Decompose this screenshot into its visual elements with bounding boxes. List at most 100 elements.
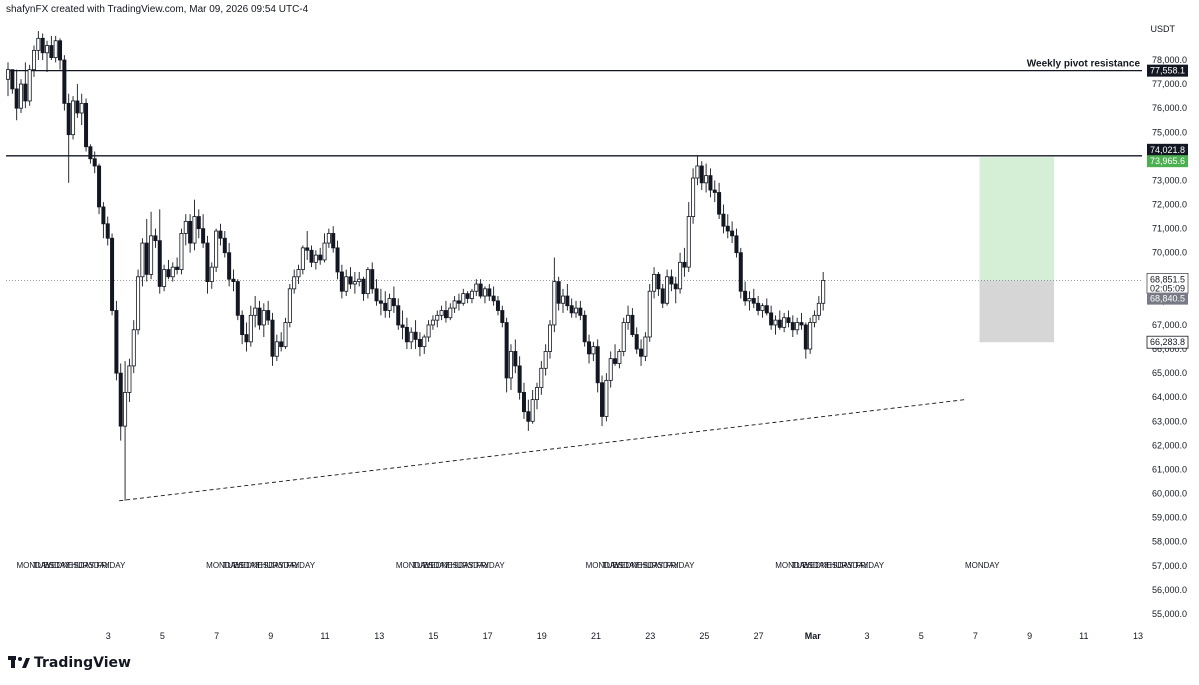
candle[interactable] [574, 300, 579, 318]
candle[interactable] [248, 305, 253, 347]
candle[interactable] [782, 312, 787, 333]
candle[interactable] [465, 291, 470, 304]
candle[interactable] [257, 300, 262, 330]
candle[interactable] [504, 317, 509, 393]
candle[interactable] [478, 279, 483, 299]
candle[interactable] [344, 269, 349, 297]
candle[interactable] [400, 310, 405, 340]
candle[interactable] [231, 269, 236, 292]
candle[interactable] [88, 144, 93, 164]
candle[interactable] [270, 312, 275, 366]
candle[interactable] [170, 262, 175, 282]
candle[interactable] [686, 202, 691, 272]
candle[interactable] [669, 269, 674, 292]
candle[interactable] [144, 218, 149, 282]
target-zone[interactable] [979, 157, 1055, 281]
candle[interactable] [604, 373, 609, 422]
candle[interactable] [326, 228, 331, 248]
candle[interactable] [682, 247, 687, 277]
candle[interactable] [816, 296, 821, 321]
candle[interactable] [500, 305, 505, 328]
candle[interactable] [101, 202, 106, 239]
candle[interactable] [105, 216, 110, 246]
candle[interactable] [283, 317, 288, 350]
candle[interactable] [222, 231, 227, 258]
candle[interactable] [23, 62, 28, 109]
candle[interactable] [192, 199, 197, 251]
candle[interactable] [656, 271, 661, 297]
candle[interactable] [387, 293, 392, 318]
candle[interactable] [769, 305, 774, 330]
candle[interactable] [66, 93, 71, 183]
candle[interactable] [261, 303, 266, 337]
candle[interactable] [561, 288, 566, 313]
candle[interactable] [279, 332, 284, 352]
candle[interactable] [235, 279, 240, 321]
candle[interactable] [166, 259, 171, 280]
candle[interactable] [318, 247, 323, 265]
candle[interactable] [548, 320, 553, 359]
candle[interactable] [808, 317, 813, 354]
candle[interactable] [513, 339, 518, 374]
candle[interactable] [183, 214, 188, 246]
candle[interactable] [417, 332, 422, 357]
candle[interactable] [691, 168, 696, 224]
candle[interactable] [114, 300, 119, 381]
candle[interactable] [617, 349, 622, 369]
candle[interactable] [660, 284, 665, 309]
candle[interactable] [75, 84, 80, 118]
candle[interactable] [747, 291, 752, 311]
candle[interactable] [790, 315, 795, 337]
ascending-trendline[interactable] [119, 399, 965, 502]
candle[interactable] [391, 286, 396, 313]
candle[interactable] [786, 310, 791, 328]
candle[interactable] [309, 245, 314, 268]
candle[interactable] [699, 161, 704, 191]
candle[interactable] [469, 288, 474, 304]
candle[interactable] [409, 327, 414, 350]
candle[interactable] [435, 310, 440, 328]
candle[interactable] [14, 69, 19, 121]
candle[interactable] [821, 271, 826, 311]
candle[interactable] [292, 269, 297, 294]
candle[interactable] [274, 334, 279, 362]
candle[interactable] [487, 284, 492, 301]
candle[interactable] [45, 40, 50, 73]
candle[interactable] [556, 276, 561, 311]
candle[interactable] [153, 228, 158, 248]
candle[interactable] [721, 204, 726, 234]
candle[interactable] [526, 399, 531, 431]
candle[interactable] [430, 315, 435, 330]
candle[interactable] [521, 382, 526, 419]
candle[interactable] [62, 55, 67, 111]
candle[interactable] [322, 233, 327, 263]
candle[interactable] [673, 276, 678, 304]
candle[interactable] [448, 303, 453, 321]
candle[interactable] [162, 264, 167, 292]
candle[interactable] [708, 168, 713, 198]
candle[interactable] [630, 308, 635, 337]
candle[interactable] [110, 233, 115, 316]
candle[interactable] [131, 320, 136, 374]
candle[interactable] [743, 281, 748, 306]
candle[interactable] [205, 235, 210, 294]
candle[interactable] [734, 228, 739, 258]
candle[interactable] [71, 96, 76, 140]
candle[interactable] [508, 344, 513, 390]
candle[interactable] [764, 298, 769, 316]
candle[interactable] [539, 361, 544, 395]
candle[interactable] [639, 339, 644, 366]
candle[interactable] [738, 247, 743, 299]
candle[interactable] [595, 339, 600, 393]
stop-zone[interactable] [979, 280, 1055, 343]
candle[interactable] [244, 322, 249, 352]
candle[interactable] [777, 310, 782, 330]
candle[interactable] [361, 276, 366, 301]
candle[interactable] [621, 317, 626, 357]
candle[interactable] [370, 262, 375, 294]
candle[interactable] [32, 45, 37, 77]
candle[interactable] [578, 300, 583, 321]
candle[interactable] [378, 288, 383, 316]
candle[interactable] [136, 269, 141, 335]
candle[interactable] [157, 209, 162, 294]
